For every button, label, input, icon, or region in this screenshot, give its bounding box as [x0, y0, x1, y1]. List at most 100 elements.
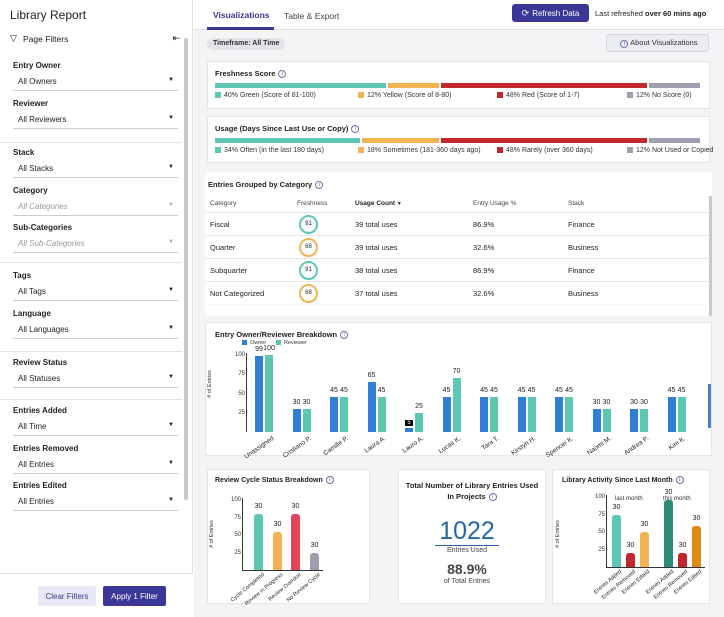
info-icon[interactable]: i	[278, 70, 287, 79]
bar[interactable]	[291, 514, 300, 570]
data-label: 25	[415, 402, 423, 410]
bar-owner[interactable]	[555, 397, 563, 432]
bar[interactable]	[254, 514, 263, 570]
filter-value: All Languages	[18, 325, 69, 334]
bar-reviewer[interactable]	[415, 412, 423, 432]
filter-select-tags[interactable]: All Tags ▼	[13, 281, 178, 301]
group-label-last-month: last month	[615, 496, 643, 502]
info-icon[interactable]: i	[340, 331, 349, 340]
info-icon[interactable]: i	[675, 476, 684, 484]
info-icon[interactable]: i	[325, 476, 334, 484]
freshness-legend-label: 12% No Score (0)	[636, 92, 692, 99]
bar-owner[interactable]	[255, 355, 263, 432]
clear-filters-button[interactable]: Clear Filters	[38, 586, 96, 606]
refresh-data-button[interactable]: ⟳ Refresh Data	[512, 4, 589, 22]
data-label: 30	[640, 398, 648, 406]
bar-reviewer[interactable]	[640, 408, 648, 432]
info-icon[interactable]: i	[351, 125, 360, 134]
bar-reviewer[interactable]	[377, 397, 386, 432]
bar-reviewer[interactable]	[452, 378, 461, 432]
usage-segment	[441, 138, 647, 143]
filter-value: All Reviewers	[18, 115, 67, 124]
filter-divider	[0, 142, 182, 143]
bar[interactable]	[678, 553, 687, 567]
info-icon[interactable]: i	[315, 181, 324, 190]
filter-select-entry-owner[interactable]: All Owners ▼	[13, 71, 178, 91]
about-visualizations-button[interactable]: i About Visualizations	[606, 34, 709, 52]
freshness-legend-item: 12% Yellow (Score of 8-80)	[358, 92, 451, 99]
bar-owner[interactable]	[480, 397, 488, 432]
collapse-sidebar-icon[interactable]: ⇤	[172, 33, 180, 43]
bar-reviewer[interactable]	[602, 408, 611, 432]
bar[interactable]	[273, 532, 282, 570]
col-header-entry-usage[interactable]: Entry Usage %	[473, 200, 517, 207]
cell-usage: 38 total uses	[355, 266, 398, 275]
bar-owner[interactable]	[367, 381, 376, 432]
bar-owner[interactable]	[667, 397, 676, 432]
sidebar-scrollbar[interactable]	[184, 38, 188, 500]
table-row[interactable]: Subquarter 91 38 total uses 86.9% Finance	[205, 258, 710, 281]
group-label-this-month: this month	[663, 496, 691, 502]
data-label: 45	[340, 387, 348, 395]
bar[interactable]	[692, 526, 701, 567]
freshness-legend-item: 48% Red (Score of 1-7)	[497, 92, 580, 99]
bar-reviewer[interactable]	[340, 397, 348, 432]
table-row[interactable]: Not Categorized 68 37 total uses 32.6% Busin…	[205, 281, 710, 304]
info-icon[interactable]: i	[488, 493, 497, 502]
bar-owner[interactable]	[517, 397, 526, 432]
bar-owner[interactable]	[630, 408, 638, 432]
legend-owner: Owner	[242, 340, 266, 346]
table-row[interactable]: Fiscal 91 39 total uses 86.9% Finance	[205, 212, 710, 235]
bar-reviewer[interactable]	[265, 355, 273, 432]
bar[interactable]	[310, 553, 319, 570]
bar-owner[interactable]	[592, 408, 601, 432]
col-header-category[interactable]: Category	[210, 200, 237, 207]
col-header-freshness[interactable]: Freshness	[297, 200, 328, 207]
col-header-stack[interactable]: Stack	[568, 200, 585, 207]
data-label: 45	[677, 387, 686, 395]
bar-owner[interactable]	[292, 408, 301, 432]
x-axis-line	[242, 570, 323, 571]
chart-scrollbar[interactable]	[708, 384, 711, 428]
bar[interactable]	[612, 515, 621, 567]
caret-down-icon: ▼	[168, 460, 174, 466]
filter-select-category: All Categories ▼	[13, 196, 178, 216]
bar-owner[interactable]	[330, 397, 338, 432]
apply-filters-button[interactable]: Apply 1 Filter	[103, 586, 166, 606]
col-header-usage-count[interactable]: Usage Count ▼	[355, 200, 402, 207]
filter-icon: ▽	[10, 33, 17, 43]
y-axis-line	[242, 498, 243, 570]
caret-down-icon: ▼	[168, 77, 174, 83]
bar-reviewer[interactable]	[565, 397, 573, 432]
tab-table-export[interactable]: Table & Export	[284, 11, 340, 21]
bar-owner[interactable]	[442, 397, 451, 432]
caret-down-icon: ▼	[168, 325, 174, 331]
filter-select-review-status[interactable]: All Statuses ▼	[13, 368, 178, 388]
caret-down-icon: ▼	[168, 239, 174, 245]
total-entries-pct: 88.9%	[447, 561, 487, 577]
bar-reviewer[interactable]	[527, 397, 536, 432]
cell-stack: Business	[568, 243, 599, 252]
bar-owner[interactable]	[405, 428, 413, 432]
bar-reviewer[interactable]	[302, 408, 311, 432]
bar-reviewer[interactable]	[677, 397, 686, 432]
table-scrollbar[interactable]	[709, 196, 712, 316]
bar[interactable]	[640, 532, 649, 567]
bar[interactable]	[664, 500, 673, 567]
bar[interactable]	[626, 553, 635, 567]
about-label: About Visualizations	[630, 38, 698, 48]
app-title: Library Report	[10, 8, 87, 22]
filter-select-entries-added[interactable]: All Time ▼	[13, 416, 178, 436]
filter-select-entries-edited[interactable]: All Entries ▼	[13, 491, 178, 511]
info-icon: i	[620, 39, 629, 48]
timeframe-chip[interactable]: Timeframe: All Time	[207, 38, 286, 50]
bar-reviewer[interactable]	[490, 397, 498, 432]
table-row[interactable]: Quarter 68 39 total uses 32.6% Business	[205, 235, 710, 258]
filter-select-entries-removed[interactable]: All Entries ▼	[13, 454, 178, 474]
data-label: 45	[490, 387, 498, 395]
filter-select-language[interactable]: All Languages ▼	[13, 319, 178, 339]
legend-swatch	[358, 147, 364, 153]
filter-select-reviewer[interactable]: All Reviewers ▼	[13, 109, 178, 129]
tab-visualizations[interactable]: Visualizations	[213, 10, 270, 20]
filter-select-stack[interactable]: All Stacks ▼	[13, 158, 178, 178]
